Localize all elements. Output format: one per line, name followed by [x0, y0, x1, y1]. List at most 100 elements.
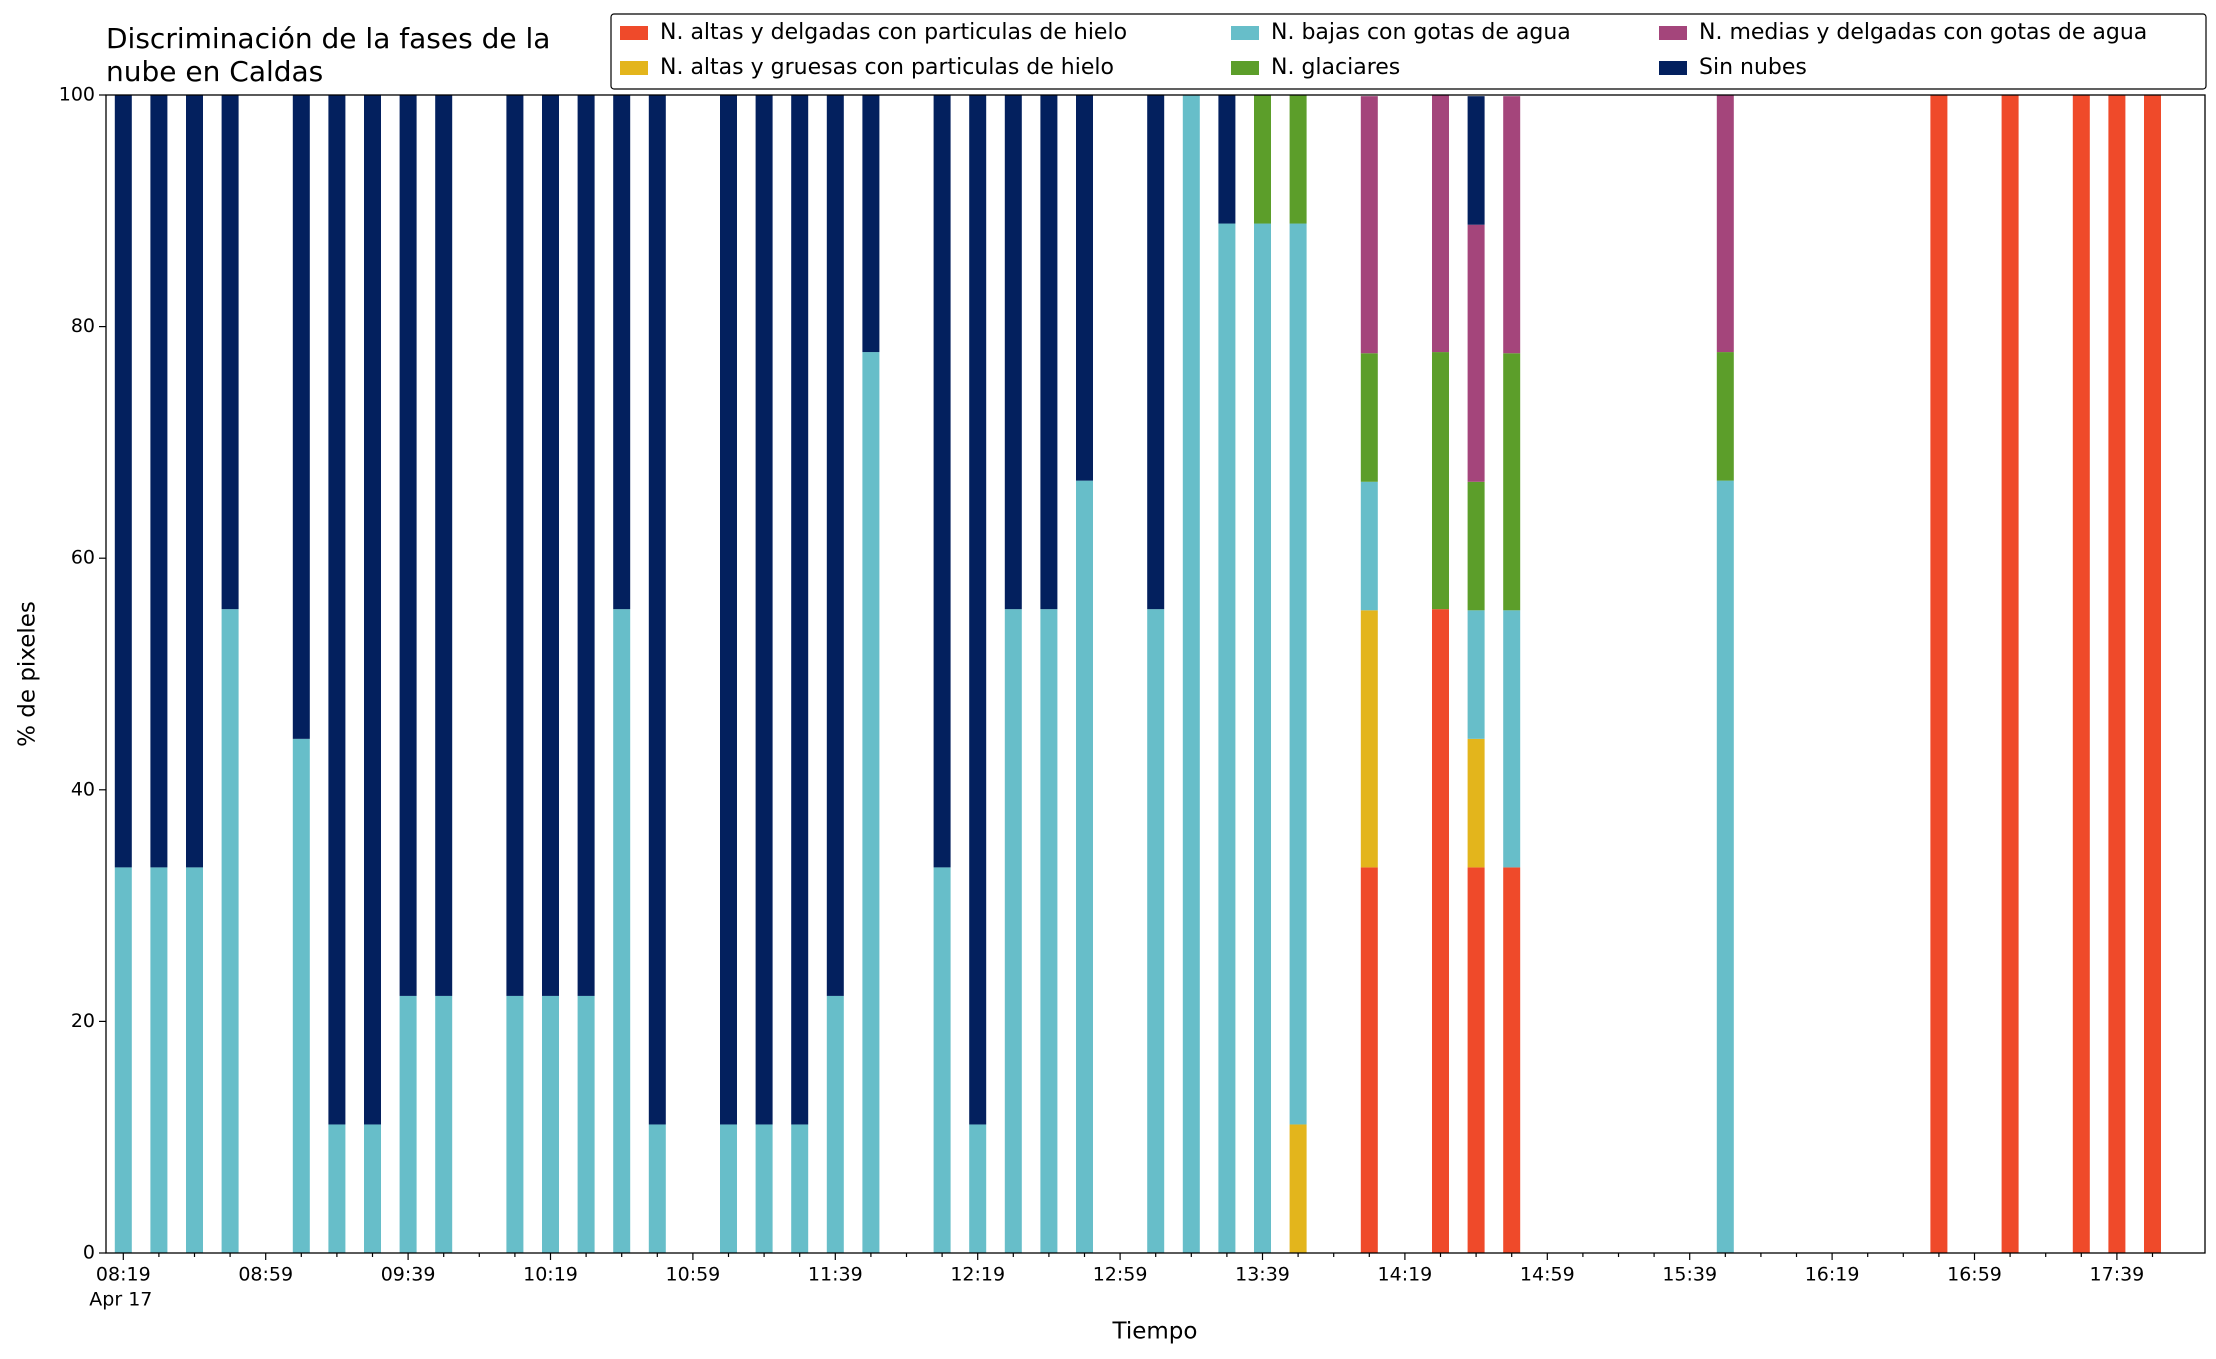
- bar-segment: [862, 95, 880, 353]
- bar-segment: [1716, 480, 1734, 1253]
- bar-segment: [399, 95, 417, 996]
- bar-segment: [1467, 738, 1485, 868]
- bar-segment: [755, 95, 773, 1125]
- x-tick-label: 16:19: [1805, 1264, 1860, 1286]
- bar-segment: [755, 1124, 773, 1253]
- bar-segment: [720, 95, 737, 1125]
- bar-segment: [186, 95, 203, 868]
- x-tick-label: 10:59: [666, 1264, 721, 1286]
- bar-segment: [969, 95, 987, 1125]
- bar-segment: [506, 995, 524, 1253]
- bar-segment: [186, 867, 203, 1253]
- bar-segment: [114, 867, 132, 1253]
- bar-segment: [1432, 609, 1449, 1253]
- bar-segment: [1076, 480, 1093, 1253]
- bar-segment: [1360, 96, 1378, 354]
- bar-segment: [1218, 95, 1236, 224]
- x-tick-label: 08:19: [96, 1264, 151, 1286]
- bar-segment: [577, 95, 595, 996]
- x-tick-label: 09:39: [381, 1264, 436, 1286]
- bar-segment: [150, 867, 168, 1253]
- y-tick-label: 80: [71, 315, 95, 337]
- bar-segment: [1432, 95, 1449, 353]
- legend-swatch: [620, 26, 648, 40]
- bar-segment: [1930, 95, 1948, 1253]
- x-tick-label: 15:39: [1662, 1264, 1717, 1286]
- bar-segment: [2072, 95, 2090, 1253]
- bar-segment: [506, 95, 524, 996]
- bar-segment: [1467, 867, 1485, 1253]
- bar-segment: [1503, 867, 1521, 1253]
- x-tick-label: 12:59: [1093, 1264, 1148, 1286]
- bar-segment: [292, 738, 310, 1253]
- bar-segment: [613, 95, 631, 610]
- x-tick-label: 14:19: [1378, 1264, 1433, 1286]
- x-tick-label: 12:19: [950, 1264, 1005, 1286]
- bar-segment: [221, 95, 239, 610]
- bar-segment: [542, 995, 559, 1253]
- bar-segment: [648, 1124, 666, 1253]
- legend-swatch: [1231, 61, 1259, 75]
- bar-segment: [399, 995, 417, 1253]
- bar-segment: [1467, 224, 1485, 482]
- bar-segment: [1503, 353, 1521, 611]
- legend-label: Sin nubes: [1699, 55, 1807, 80]
- bar-segment: [1254, 223, 1271, 1254]
- x-tick-label: 13:39: [1235, 1264, 1290, 1286]
- bar-segment: [826, 95, 844, 996]
- bar-segment: [613, 609, 631, 1253]
- legend-swatch: [620, 61, 648, 75]
- bar-segment: [791, 95, 809, 1125]
- bar-segment: [1360, 610, 1378, 868]
- bar-segment: [577, 995, 595, 1253]
- x-tick-label: 10:19: [523, 1264, 578, 1286]
- bar-segment: [2144, 95, 2161, 1253]
- x-tick-label: 11:39: [808, 1264, 863, 1286]
- x-tick-label: 17:39: [2090, 1264, 2145, 1286]
- bar-segment: [1218, 223, 1236, 1254]
- bar-segment: [1040, 609, 1058, 1253]
- y-tick-label: 0: [83, 1242, 95, 1264]
- bar-segment: [328, 1124, 346, 1253]
- legend-label: N. medias y delgadas con gotas de agua: [1699, 20, 2147, 45]
- bar-segment: [1076, 95, 1093, 481]
- bar-segment: [1004, 95, 1022, 610]
- bar-segment: [862, 352, 880, 1253]
- bar-segment: [1467, 96, 1485, 225]
- bar-segment: [292, 95, 310, 739]
- bar-segment: [933, 95, 951, 868]
- bar-segment: [648, 95, 666, 1125]
- legend-swatch: [1231, 26, 1259, 40]
- bar-segment: [364, 1124, 381, 1253]
- x-axis-label: Tiempo: [1112, 1319, 1198, 1345]
- bar-segment: [435, 995, 453, 1253]
- plot-frame: [105, 94, 2206, 1254]
- bar-segment: [1503, 610, 1521, 868]
- x-date-label: Apr 17: [89, 1289, 152, 1311]
- legend-label: N. bajas con gotas de agua: [1271, 20, 1571, 45]
- bar-segment: [1182, 95, 1200, 1253]
- y-tick-label: 60: [71, 547, 95, 569]
- bar-segment: [1147, 609, 1165, 1253]
- y-axis-label: % de pixeles: [15, 601, 41, 747]
- bar-segment: [1467, 481, 1485, 611]
- y-tick-label: 40: [71, 778, 95, 800]
- bar-segment: [1289, 223, 1307, 1125]
- bar-segment: [114, 95, 132, 868]
- bar-segment: [1716, 95, 1734, 353]
- legend-box: [610, 13, 2207, 90]
- y-tick-label: 20: [71, 1010, 95, 1032]
- bar-segment: [1360, 867, 1378, 1253]
- bar-segment: [221, 609, 239, 1253]
- bar-segment: [1289, 1124, 1307, 1253]
- bar-segment: [1147, 95, 1165, 610]
- bar-segment: [1467, 610, 1485, 739]
- bar-segment: [1004, 609, 1022, 1253]
- bar-segment: [1360, 481, 1378, 611]
- bar-segment: [364, 95, 381, 1125]
- legend-swatch: [1659, 61, 1687, 75]
- bar-segment: [2108, 95, 2126, 1253]
- bar-segment: [435, 95, 453, 996]
- legend-label: N. altas y delgadas con particulas de hi…: [660, 20, 1127, 45]
- bar-segment: [542, 95, 559, 996]
